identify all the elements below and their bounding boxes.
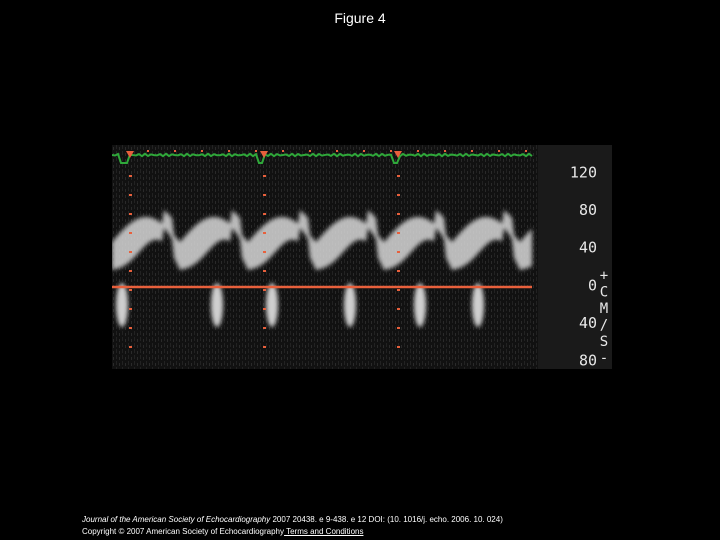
timing-tick — [397, 346, 400, 348]
scale-unit-char: S — [600, 334, 608, 350]
timing-tick — [263, 308, 266, 310]
time-dot — [336, 150, 338, 152]
slide-title: Figure 4 — [334, 10, 386, 26]
timing-tick — [397, 251, 400, 253]
scale-label: 120 — [570, 164, 597, 182]
scale-unit-char: C — [600, 285, 608, 301]
timing-tick — [129, 213, 132, 215]
timing-marks — [126, 150, 527, 348]
timing-tick — [397, 308, 400, 310]
r-wave-marker — [394, 151, 402, 158]
scale-unit-char: + — [600, 268, 608, 284]
r-wave-marker — [260, 151, 268, 158]
scale-label: 0 — [588, 276, 597, 294]
timing-tick — [263, 251, 266, 253]
r-wave-marker — [126, 151, 134, 158]
flow-envelope — [112, 210, 532, 270]
time-dot — [309, 150, 311, 152]
timing-tick — [129, 289, 132, 291]
time-dot — [363, 150, 365, 152]
copyright-line: Copyright © 2007 American Society of Ech… — [82, 527, 363, 536]
time-dot — [525, 150, 527, 152]
time-dot — [147, 150, 149, 152]
time-dot — [201, 150, 203, 152]
timing-tick — [397, 232, 400, 234]
doppler-image: 120 80 40 0 40 80 +CM/S- — [112, 145, 612, 369]
scale-label: 40 — [579, 314, 597, 332]
timing-tick — [129, 175, 132, 177]
scale-unit-char: M — [600, 301, 608, 317]
timing-tick — [263, 270, 266, 272]
timing-tick — [129, 194, 132, 196]
scale-label: 80 — [579, 352, 597, 370]
timing-tick — [129, 327, 132, 329]
journal-name: Journal of the American Society of Echoc… — [82, 515, 271, 524]
timing-tick — [263, 327, 266, 329]
ecg-trace — [112, 152, 533, 164]
reverse-flow — [116, 283, 128, 327]
timing-tick — [263, 175, 266, 177]
reverse-flow — [414, 283, 426, 327]
timing-tick — [129, 308, 132, 310]
scale-panel — [538, 145, 612, 369]
timing-tick — [263, 194, 266, 196]
reverse-flow — [344, 283, 356, 327]
timing-tick — [397, 175, 400, 177]
timing-tick — [263, 232, 266, 234]
timing-tick — [397, 289, 400, 291]
timing-tick — [129, 232, 132, 234]
timing-tick — [129, 251, 132, 253]
terms-link[interactable]: Terms and Conditions — [284, 527, 364, 536]
timing-tick — [397, 213, 400, 215]
copyright: Copyright © 2007 American Society of Ech… — [82, 527, 285, 536]
scale-unit-char: - — [600, 351, 608, 367]
citation-line: Journal of the American Society of Echoc… — [82, 515, 503, 524]
time-dot — [390, 150, 392, 152]
timing-tick — [397, 270, 400, 272]
time-dot — [282, 150, 284, 152]
time-dot — [417, 150, 419, 152]
time-dot — [228, 150, 230, 152]
timing-tick — [263, 213, 266, 215]
time-dot — [255, 150, 257, 152]
reverse-flow — [266, 283, 278, 327]
scale-label: 40 — [579, 239, 597, 257]
spectral-waveform — [112, 210, 532, 327]
timing-tick — [263, 346, 266, 348]
scale-unit-char: / — [600, 318, 608, 334]
time-dot — [498, 150, 500, 152]
reverse-flow — [472, 283, 484, 327]
time-dot — [444, 150, 446, 152]
timing-tick — [397, 327, 400, 329]
time-dot — [471, 150, 473, 152]
scale-label: 80 — [579, 201, 597, 219]
timing-tick — [129, 346, 132, 348]
timing-tick — [397, 194, 400, 196]
time-dot — [174, 150, 176, 152]
timing-tick — [263, 289, 266, 291]
reference: 2007 20438. e 9-438. e 12 DOI: (10. 1016… — [270, 515, 503, 524]
reverse-flow — [211, 283, 223, 327]
timing-tick — [129, 270, 132, 272]
